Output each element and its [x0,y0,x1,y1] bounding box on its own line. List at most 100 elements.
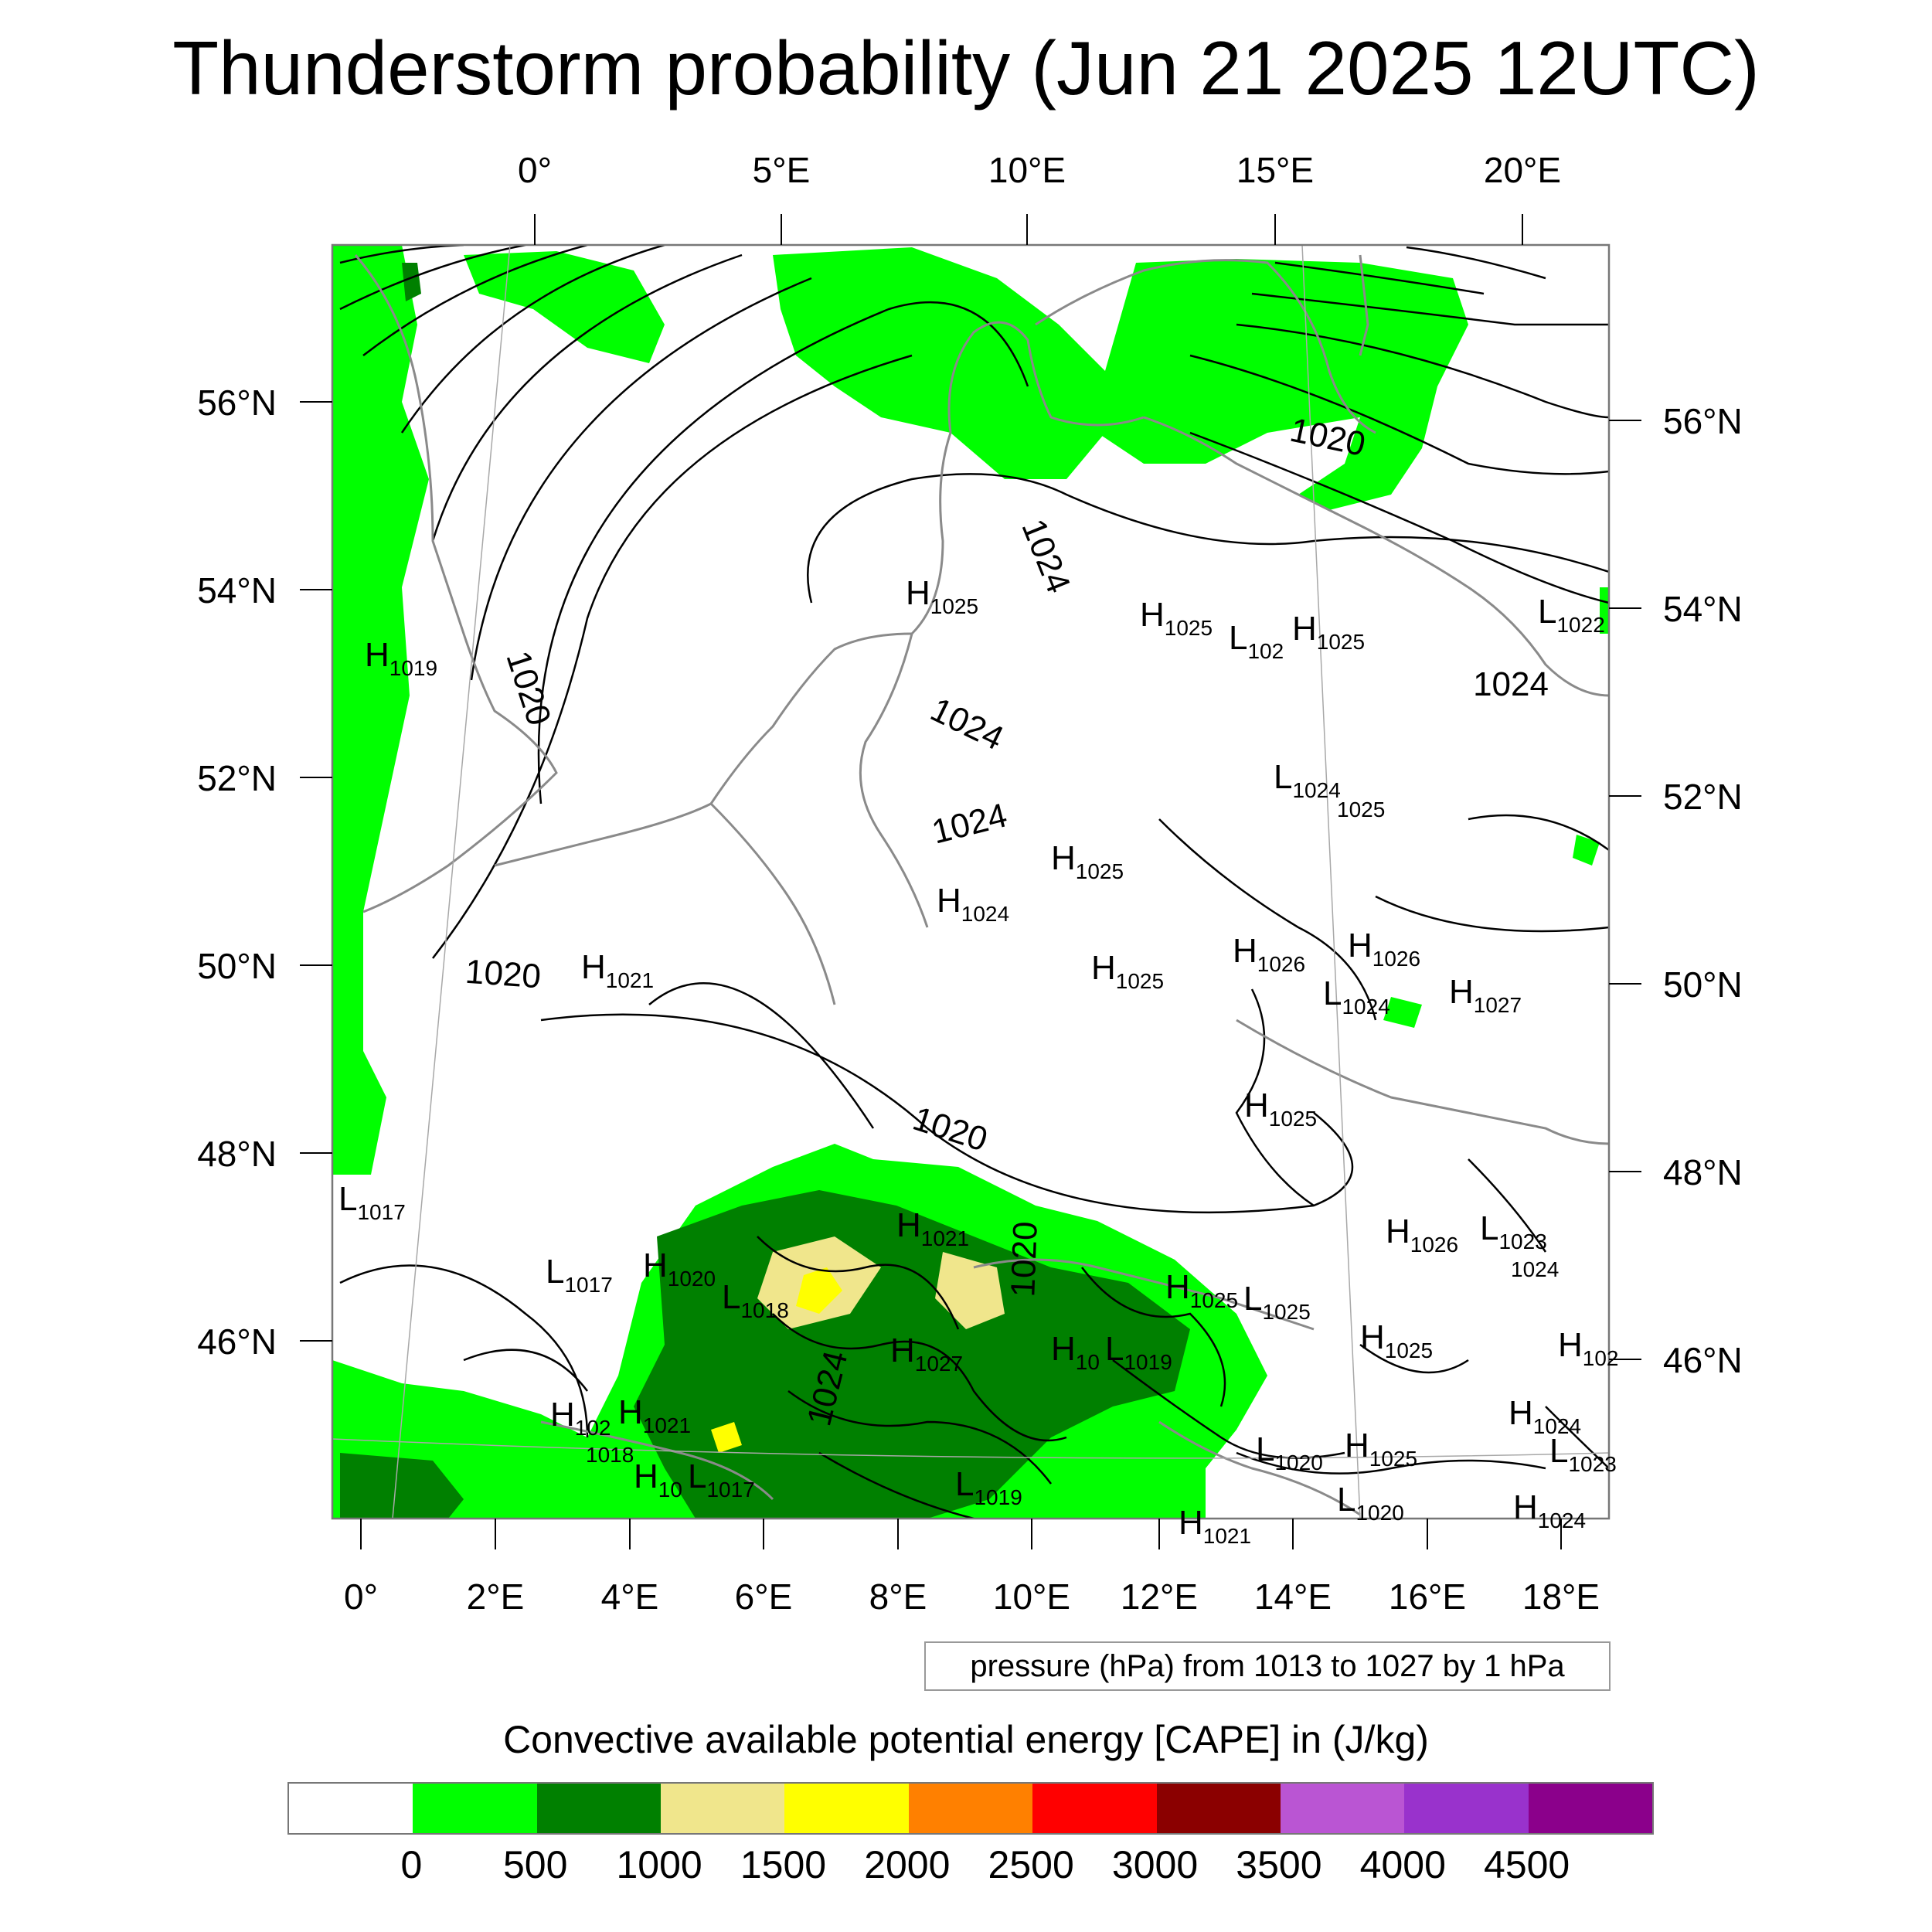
cape-area-north-sea [464,251,665,363]
high-pressure-label: H1025 [1244,1087,1317,1131]
isobar [1468,1158,1547,1253]
isobar [1236,323,1609,419]
isobars [339,245,1609,1519]
isobar [772,1313,1067,1442]
tick-label-right: 54°N [1663,589,1743,629]
border-2 [709,802,836,1005]
high-pressure-label: H1025 [1091,949,1164,993]
low-pressure-label: L1024 [1274,758,1341,802]
high-pressure-label: H1025 [1345,1427,1417,1471]
colorbar-tick-label: 1000 [616,1843,702,1886]
tick-label-left: 52°N [197,758,277,798]
high-pressure-label: H1019 [365,636,437,680]
coastline-baltic [1143,416,1609,697]
coastline-channel [494,802,712,867]
isobar [1406,246,1546,280]
low-pressure-label: L1017 [338,1180,406,1224]
isobar [1236,1451,1546,1475]
contour-info-box: pressure (hPa) from 1013 to 1027 by 1 hP… [924,1641,1611,1691]
low-pressure-label: L1019 [955,1465,1022,1509]
colorbar-tick-label: 2000 [864,1843,951,1886]
tick-label-right: 52°N [1663,777,1743,817]
cape-area-denmark [773,247,1105,479]
colorbar-segment [1404,1784,1529,1833]
tick-label-left: 50°N [197,946,277,986]
low-pressure-label: L1023 [1480,1209,1547,1253]
low-pressure-label: L1018 [722,1278,789,1322]
border-3 [1236,1019,1609,1145]
tick-label-right: 46°N [1663,1340,1743,1380]
high-pressure-label: H1021 [581,948,654,992]
tick-label-left: 46°N [197,1321,277,1362]
colorbar-tick-label: 4000 [1359,1843,1446,1886]
isobar [1375,895,1609,933]
colorbar-segment [661,1784,785,1833]
cape-area-yellow-2 [711,1422,742,1453]
tick-label-bottom: 8°E [869,1577,927,1617]
colorbar-tick-label: 3500 [1236,1843,1322,1886]
tick-label-bottom: 4°E [601,1577,659,1617]
isobar [339,1264,589,1438]
tick-label-bottom: 10°E [993,1577,1070,1617]
isobar [1158,818,1377,1021]
colorbar-tick-label: 4500 [1484,1843,1570,1886]
isobar-label: 1020 [464,953,542,996]
axis-ticks [300,214,1641,1549]
tick-label-right: 50°N [1663,964,1743,1005]
high-pressure-label: H1025 [1140,596,1213,640]
right-axis-labels: 56°N 54°N 52°N 50°N 48°N 46°N [1663,401,1743,1380]
colorbar-ticks: 0 500 1000 1500 2000 2500 3000 3500 4000 4500 [0,1842,1932,1896]
isobar-label: 1024 [1014,514,1077,598]
colorbar-segment [536,1784,662,1833]
isobar [807,473,1609,604]
coastline-sweden [1035,259,1376,434]
meridian [1301,245,1361,1519]
isobar [757,1236,960,1330]
colorbar-title: Convective available potential energy [C… [503,1718,1429,1761]
tick-label-bottom: 16°E [1389,1577,1466,1617]
coastline-denmark [947,321,1145,434]
tick-label-left: 56°N [197,383,277,423]
colorbar-tick-label: 2500 [988,1843,1074,1886]
coastline-benelux [709,632,913,804]
high-pressure-label: H1021 [618,1393,691,1437]
colorbar-segment [413,1784,537,1833]
tick-label-bottom: 12°E [1121,1577,1198,1617]
colorbar-segment [1528,1784,1652,1833]
tick-label-top: 20°E [1484,150,1561,190]
tick-label-left: 48°N [197,1134,277,1174]
isobar [1081,1267,1226,1407]
colorbar-segment [908,1784,1033,1833]
high-pressure-label: H1025 [1165,1268,1238,1312]
tick-label-left: 54°N [197,570,277,611]
tick-label-top: 15°E [1236,150,1314,190]
coastline-mediterranean [540,1420,774,1501]
colorbar-tick-label: 3000 [1111,1843,1199,1886]
tick-label-bottom: 14°E [1254,1577,1332,1617]
high-pressure-label: H1026 [1233,932,1305,976]
low-pressure-label: L1019 [1105,1330,1172,1374]
isobar [432,354,913,959]
low-pressure-label: L1025 [1243,1280,1311,1324]
high-pressure-label: H1020 [643,1247,716,1291]
tick-label-bottom: 18°E [1522,1577,1600,1617]
high-pressure-label: H1024 [1509,1394,1581,1438]
high-pressure-label: H102 [1558,1326,1619,1370]
high-pressure-label: H1027 [1449,973,1522,1017]
isobar [400,245,665,434]
cape-area-khaki-2 [935,1252,1005,1329]
top-axis-labels: 0° 5°E 10°E 15°E 20°E [518,150,1561,190]
high-pressure-label: H10 [634,1458,682,1502]
colorbar-segment [1156,1784,1281,1833]
isobar [1251,292,1609,326]
low-pressure-label: L1022 [1538,593,1605,637]
tick-label-bottom: 0° [344,1577,378,1617]
high-pressure-label: H1025 [1051,839,1124,883]
cape-area-east-edge [1600,587,1609,634]
low-pressure-label: L1017 [546,1253,613,1297]
map-title: Thunderstorm probability (Jun 21 2025 12… [172,26,1760,111]
bottom-axis-labels: 0° 2°E 4°E 6°E 8°E 10°E 12°E 14°E 16°E 1… [344,1577,1600,1617]
coastlines [354,254,1609,1516]
border-4 [973,1258,1315,1331]
